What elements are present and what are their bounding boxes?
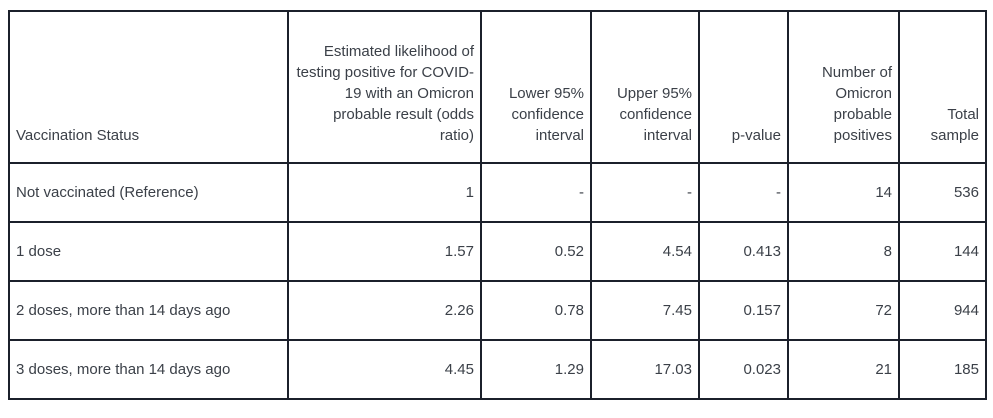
cell-vaccination-status: 1 dose <box>8 221 289 282</box>
table-row: Not vaccinated (Reference) 1 - - - 14 53… <box>8 162 987 223</box>
cell-odds-ratio: 1 <box>287 162 482 223</box>
header-row: Vaccination Status Estimated likelihood … <box>8 10 987 164</box>
cell-total-sample: 944 <box>898 280 987 341</box>
cell-upper-ci: - <box>590 162 700 223</box>
column-header-omicron-positives: Number of Omicron probable positives <box>787 10 900 164</box>
column-header-upper-ci: Upper 95% confidence interval <box>590 10 700 164</box>
column-header-p-value: p-value <box>698 10 789 164</box>
cell-p-value: - <box>698 162 789 223</box>
cell-p-value: 0.023 <box>698 339 789 400</box>
cell-p-value: 0.157 <box>698 280 789 341</box>
cell-lower-ci: 1.29 <box>480 339 592 400</box>
cell-omicron-positives: 14 <box>787 162 900 223</box>
column-header-total-sample: Total sample <box>898 10 987 164</box>
cell-omicron-positives: 21 <box>787 339 900 400</box>
cell-total-sample: 536 <box>898 162 987 223</box>
cell-lower-ci: - <box>480 162 592 223</box>
cell-odds-ratio: 4.45 <box>287 339 482 400</box>
cell-lower-ci: 0.78 <box>480 280 592 341</box>
cell-upper-ci: 17.03 <box>590 339 700 400</box>
cell-total-sample: 185 <box>898 339 987 400</box>
cell-p-value: 0.413 <box>698 221 789 282</box>
cell-upper-ci: 4.54 <box>590 221 700 282</box>
vaccination-status-table: Vaccination Status Estimated likelihood … <box>8 10 987 400</box>
cell-upper-ci: 7.45 <box>590 280 700 341</box>
column-header-vaccination-status: Vaccination Status <box>8 10 289 164</box>
cell-odds-ratio: 1.57 <box>287 221 482 282</box>
table-row: 1 dose 1.57 0.52 4.54 0.413 8 144 <box>8 221 987 282</box>
cell-odds-ratio: 2.26 <box>287 280 482 341</box>
cell-total-sample: 144 <box>898 221 987 282</box>
table-row: 3 doses, more than 14 days ago 4.45 1.29… <box>8 339 987 400</box>
column-header-odds-ratio: Estimated likelihood of testing positive… <box>287 10 482 164</box>
cell-vaccination-status: Not vaccinated (Reference) <box>8 162 289 223</box>
column-header-lower-ci: Lower 95% confidence interval <box>480 10 592 164</box>
cell-vaccination-status: 2 doses, more than 14 days ago <box>8 280 289 341</box>
cell-omicron-positives: 72 <box>787 280 900 341</box>
cell-vaccination-status: 3 doses, more than 14 days ago <box>8 339 289 400</box>
cell-omicron-positives: 8 <box>787 221 900 282</box>
table-row: 2 doses, more than 14 days ago 2.26 0.78… <box>8 280 987 341</box>
cell-lower-ci: 0.52 <box>480 221 592 282</box>
